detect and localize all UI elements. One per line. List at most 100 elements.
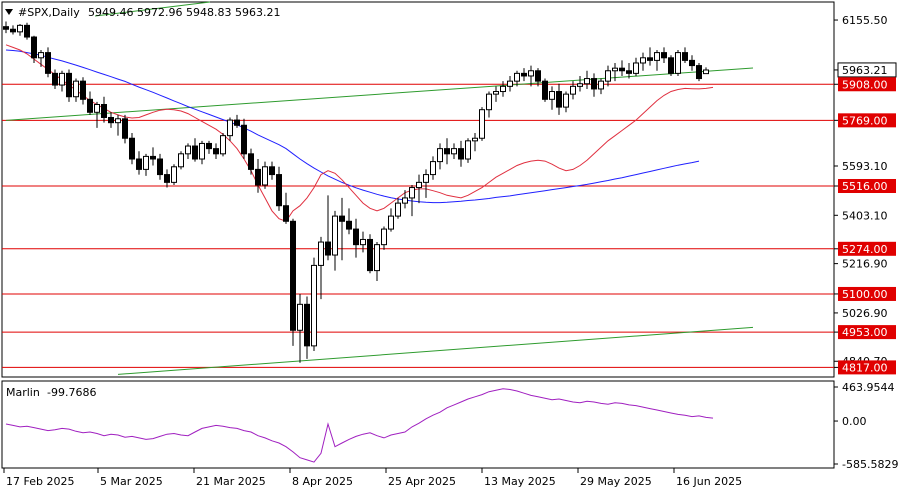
ind-y-tick-1: 0.00 — [834, 415, 867, 428]
candle — [129, 133, 135, 165]
x-tick-4: 25 Apr 2025 — [385, 468, 456, 488]
candle — [339, 197, 345, 261]
candle-body-up — [402, 197, 408, 204]
y-tick-9: 5100.00 — [834, 286, 896, 301]
candle — [416, 174, 422, 204]
candle — [584, 70, 590, 89]
candle — [591, 73, 597, 97]
candle-body-down — [3, 26, 9, 30]
candle-body-down — [689, 59, 695, 67]
ind-y-tick-label: 0.00 — [842, 415, 867, 428]
candle-body-up — [416, 181, 422, 189]
candle — [304, 296, 310, 359]
candle — [528, 65, 534, 87]
candle-body-down — [66, 72, 72, 98]
candle-body-down — [542, 80, 548, 100]
candle — [325, 195, 331, 261]
candle — [626, 62, 632, 79]
candle-body-up — [437, 148, 443, 163]
y-tick-4: 5593.10 — [834, 160, 888, 173]
candle-body-up — [360, 238, 366, 246]
candle — [150, 147, 156, 166]
candle — [619, 60, 625, 76]
y-tick-label: 5026.90 — [842, 307, 888, 320]
ind-y-tick-0: 463.9544 — [834, 381, 895, 394]
candle-body-up — [584, 78, 590, 85]
candle — [633, 57, 639, 76]
candle — [507, 75, 513, 92]
main-panel-frame — [1, 1, 835, 378]
y-tick-5: 5516.00 — [834, 178, 896, 193]
candle-body-down — [150, 155, 156, 160]
y-tick-2: 5908.00 — [834, 77, 896, 92]
x-tick-label: 16 Jun 2025 — [676, 475, 742, 488]
candle — [696, 62, 702, 82]
ma-blue-line — [5, 49, 700, 204]
top-trend-fragment[interactable] — [94, 1, 211, 17]
x-tick-label: 25 Apr 2025 — [388, 475, 456, 488]
candle — [381, 226, 387, 250]
candle — [500, 81, 506, 97]
candle-body-up — [514, 72, 520, 82]
candle-body-down — [283, 205, 289, 222]
x-tick-label: 17 Feb 2025 — [6, 475, 74, 488]
indicator-name: Marlin — [6, 386, 40, 399]
candle — [220, 133, 226, 157]
candle-body-up — [570, 85, 576, 95]
y-tick-label: 5100.00 — [842, 288, 888, 301]
y-tick-label: 6155.50 — [842, 14, 888, 27]
y-tick-8: 5216.90 — [834, 258, 888, 271]
candle — [297, 293, 303, 363]
candle-body-down — [591, 78, 597, 90]
candle — [465, 138, 471, 163]
candle-body-up — [297, 303, 303, 331]
candle-body-down — [626, 70, 632, 74]
last-price-box — [837, 62, 897, 78]
candle-body-up — [598, 80, 604, 90]
y-tick-label: 5908.00 — [842, 78, 888, 91]
x-tick-label: 21 Mar 2025 — [196, 475, 266, 488]
x-tick-3: 8 Apr 2025 — [289, 468, 353, 488]
dropdown-arrow-icon[interactable] — [5, 9, 13, 15]
candle — [17, 24, 23, 36]
y-tick-label: 5216.90 — [842, 258, 888, 271]
candle-body-down — [101, 104, 107, 118]
candle-body-up — [199, 142, 205, 160]
candle — [479, 107, 485, 141]
candle — [556, 83, 562, 115]
candle — [255, 159, 261, 193]
candle-body-down — [535, 70, 541, 82]
candle — [94, 101, 100, 128]
y-tick-label: 5769.00 — [842, 114, 888, 127]
candle — [535, 68, 541, 87]
candle-body-up — [486, 93, 492, 111]
candle — [45, 47, 51, 78]
candle-body-down — [234, 119, 240, 126]
candle-body-up — [451, 148, 457, 155]
x-tick-7: 16 Jun 2025 — [673, 468, 742, 488]
candle-body-up — [38, 52, 44, 59]
candle — [234, 114, 240, 128]
ind-y-tick-2: -585.5829 — [834, 458, 898, 471]
candle-body-down — [647, 57, 653, 61]
y-tick-1: 5963.21 — [834, 62, 897, 78]
candle-body-down — [346, 220, 352, 230]
level-label-box — [838, 178, 896, 193]
x-tick-1: 5 Mar 2025 — [97, 468, 163, 488]
candle-body-down — [136, 158, 142, 170]
candle-body-up — [311, 264, 317, 347]
candle-body-down — [31, 36, 37, 59]
candle — [521, 68, 527, 82]
candle — [402, 190, 408, 209]
candle-body-down — [52, 72, 58, 86]
candle — [87, 91, 93, 115]
candle — [514, 70, 520, 87]
candle-body-down — [661, 52, 667, 59]
x-tick-label: 5 Mar 2025 — [100, 475, 163, 488]
candle-body-up — [171, 166, 177, 183]
indicator-panel-frame — [1, 380, 835, 469]
lower-trend-line[interactable] — [117, 326, 754, 375]
candle-body-up — [507, 80, 513, 87]
candle-body-down — [339, 215, 345, 222]
